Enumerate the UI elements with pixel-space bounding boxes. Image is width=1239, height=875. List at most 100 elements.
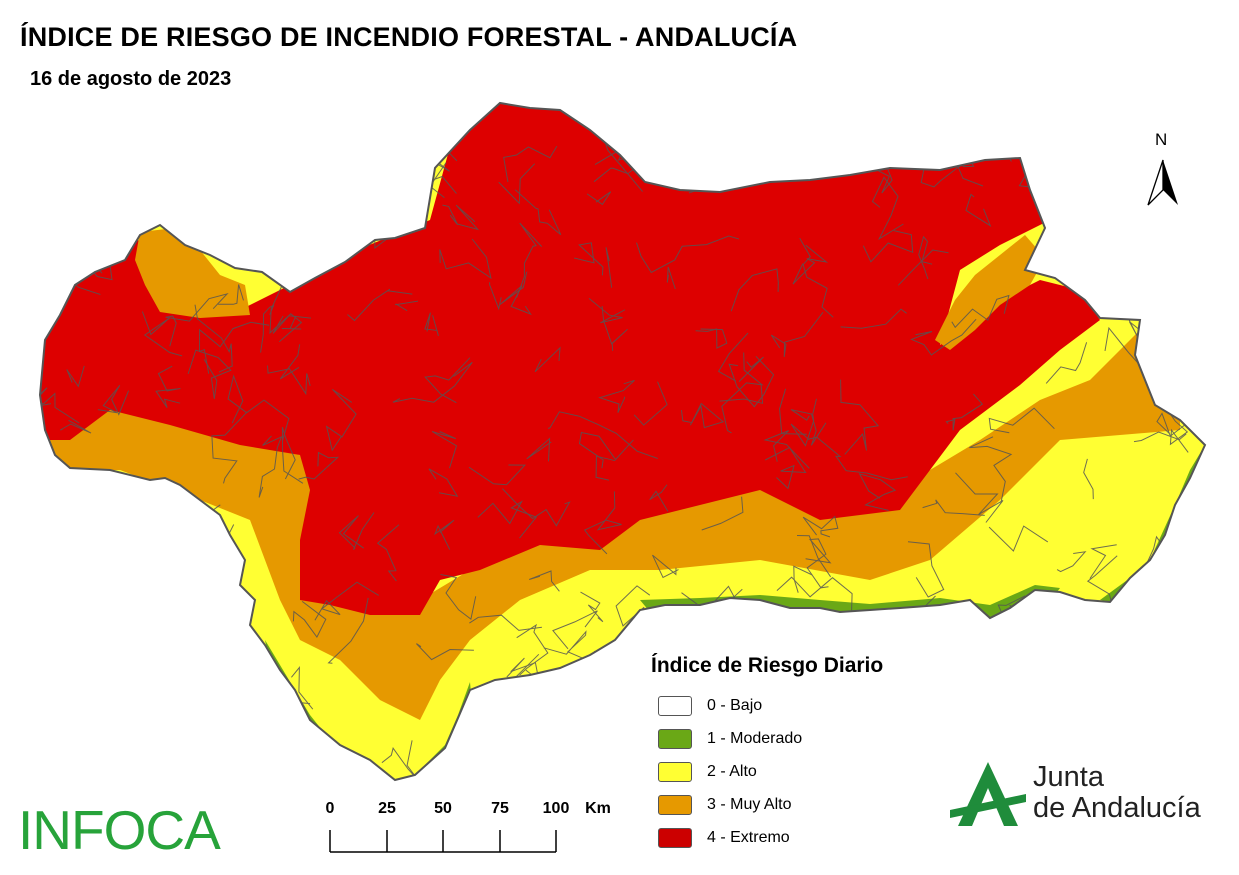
municipal-boundary: [728, 355, 775, 408]
municipal-boundary: [543, 630, 587, 661]
municipal-boundary: [279, 735, 331, 761]
municipal-boundary: [133, 560, 190, 586]
municipal-boundary: [60, 419, 92, 434]
municipal-boundary: [227, 374, 290, 442]
municipal-boundary: [40, 113, 82, 168]
municipal-boundary: [988, 525, 1049, 552]
municipal-boundary: [198, 216, 246, 240]
municipal-boundary: [153, 568, 234, 610]
municipal-boundary: [89, 121, 115, 201]
municipal-boundary: [61, 496, 146, 591]
municipal-boundary: [165, 292, 229, 347]
scale-tick-label: 100: [542, 800, 570, 817]
municipal-boundary: [78, 103, 118, 130]
municipal-boundary: [267, 365, 311, 396]
municipal-boundary: [682, 140, 746, 159]
municipal-boundary: [636, 235, 740, 274]
junta-de-andalucia-wordmark: Junta de Andalucía: [1033, 762, 1201, 824]
municipal-boundary: [198, 601, 248, 653]
municipal-boundary: [1128, 691, 1179, 730]
municipal-boundary: [1056, 551, 1087, 573]
scale-bar-ruler: [329, 830, 557, 853]
municipal-boundary: [1067, 675, 1109, 702]
municipal-boundary: [1083, 458, 1094, 500]
municipal-boundary: [46, 613, 129, 660]
municipal-boundary: [168, 151, 184, 188]
municipal-boundary: [578, 431, 634, 469]
municipal-boundary: [93, 144, 140, 206]
municipal-boundary: [1115, 699, 1164, 724]
municipal-boundary: [298, 451, 340, 480]
municipal-boundary: [1185, 292, 1205, 331]
municipal-boundary: [469, 614, 542, 631]
municipal-boundary: [897, 249, 949, 286]
legend-label: 4 - Extremo: [707, 829, 790, 846]
municipal-boundary: [146, 587, 180, 613]
municipal-boundary: [593, 650, 650, 696]
municipal-boundary: [210, 134, 236, 155]
municipal-boundary: [348, 181, 426, 213]
municipal-boundary: [793, 565, 813, 593]
municipal-boundary: [990, 674, 1032, 727]
municipal-boundary: [601, 305, 628, 351]
municipal-boundary: [1191, 172, 1205, 208]
legend-swatch: [658, 828, 692, 848]
municipal-boundary: [825, 734, 879, 770]
map-date: 16 de agosto de 2023: [30, 68, 232, 90]
scale-tick-label: 50: [434, 800, 452, 817]
municipal-boundary: [160, 198, 251, 225]
municipal-boundary: [649, 484, 669, 512]
municipal-boundary: [598, 379, 635, 413]
municipal-boundary: [910, 738, 937, 766]
municipal-boundary: [1175, 113, 1205, 141]
municipal-boundary: [633, 381, 668, 426]
municipal-boundary: [42, 691, 87, 770]
municipal-boundary: [220, 630, 252, 662]
municipal-boundary: [477, 500, 538, 539]
legend-item-bajo: 0 - Bajo: [658, 695, 762, 717]
municipal-boundary: [176, 182, 212, 234]
municipal-boundary: [580, 591, 604, 623]
legend-label: 3 - Muy Alto: [707, 796, 792, 813]
municipal-boundary: [595, 455, 616, 481]
municipal-boundary: [763, 430, 810, 469]
municipal-boundary: [78, 226, 107, 274]
municipal-boundary: [807, 436, 908, 481]
municipal-boundary: [174, 559, 222, 587]
municipal-boundary: [218, 284, 244, 305]
municipal-boundary: [440, 574, 477, 620]
municipal-boundary: [338, 512, 375, 551]
municipal-boundary: [40, 383, 80, 424]
municipal-boundary: [1089, 248, 1127, 292]
municipal-boundary: [730, 268, 779, 312]
municipal-boundary: [790, 409, 827, 446]
municipal-boundary: [547, 411, 658, 459]
north-label: N: [1155, 130, 1168, 149]
municipal-boundary: [66, 365, 85, 388]
north-arrow-icon: [1147, 159, 1178, 206]
municipal-boundary: [858, 473, 897, 511]
municipal-boundary: [249, 695, 277, 757]
municipal-boundary: [428, 468, 459, 497]
municipal-boundary: [1099, 103, 1113, 123]
municipal-boundary: [243, 122, 289, 141]
municipal-boundary: [1104, 736, 1120, 755]
municipal-boundary: [918, 235, 933, 280]
legend-swatch: [658, 795, 692, 815]
municipal-boundary: [805, 538, 832, 589]
scale-tick-label: 25: [378, 800, 396, 817]
municipal-boundary: [943, 683, 967, 721]
municipal-boundary: [519, 732, 582, 774]
municipal-boundary: [1157, 396, 1189, 453]
municipal-boundary: [955, 472, 1004, 523]
municipal-boundary: [875, 690, 910, 727]
municipal-boundary: [969, 436, 1013, 504]
municipal-boundary: [1009, 604, 1054, 653]
municipal-boundary: [552, 610, 598, 650]
municipal-boundary: [325, 103, 369, 141]
municipal-boundary: [717, 332, 749, 382]
municipal-boundary: [292, 601, 327, 639]
municipal-boundary: [314, 581, 379, 621]
municipal-boundary: [1062, 255, 1098, 280]
